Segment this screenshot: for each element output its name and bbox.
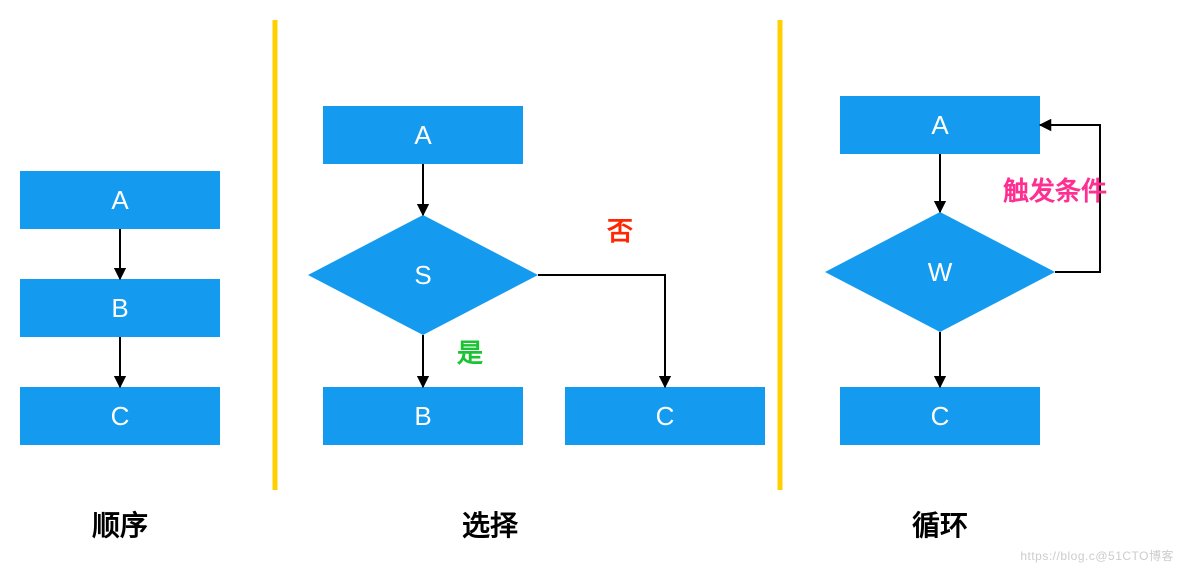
svg-text:S: S xyxy=(414,260,431,290)
svg-text:W: W xyxy=(928,257,953,287)
selection-caption: 选择 xyxy=(462,510,519,541)
svg-text:C: C xyxy=(656,401,675,431)
svg-text:B: B xyxy=(414,401,431,431)
selection-box-c: C xyxy=(565,387,765,445)
selection-arrow-no xyxy=(538,275,665,387)
selection-box-a: A xyxy=(323,106,523,164)
sequence-caption: 顺序 xyxy=(92,509,148,541)
loop-caption: 循环 xyxy=(912,510,968,541)
selection-box-b: B xyxy=(323,387,523,445)
selection-label-no: 否 xyxy=(607,216,633,246)
svg-text:A: A xyxy=(931,110,949,140)
loop-label-trigger: 触发条件 xyxy=(1003,176,1107,206)
loop-box-c: C xyxy=(840,387,1040,445)
svg-text:A: A xyxy=(111,185,129,215)
svg-text:A: A xyxy=(414,120,432,150)
loop-box-a: A xyxy=(840,96,1040,154)
watermark: https://blog.c@51CTO博客 xyxy=(1020,547,1174,564)
sequence-box-b: B xyxy=(20,279,220,337)
loop-diamond-w: W xyxy=(825,212,1055,332)
selection-label-yes: 是 xyxy=(457,338,483,368)
svg-text:C: C xyxy=(931,401,950,431)
sequence-box-a: A xyxy=(20,171,220,229)
sequence-box-c: C xyxy=(20,387,220,445)
svg-text:B: B xyxy=(111,293,128,323)
selection-diamond-s: S xyxy=(308,215,538,335)
svg-text:C: C xyxy=(111,401,130,431)
